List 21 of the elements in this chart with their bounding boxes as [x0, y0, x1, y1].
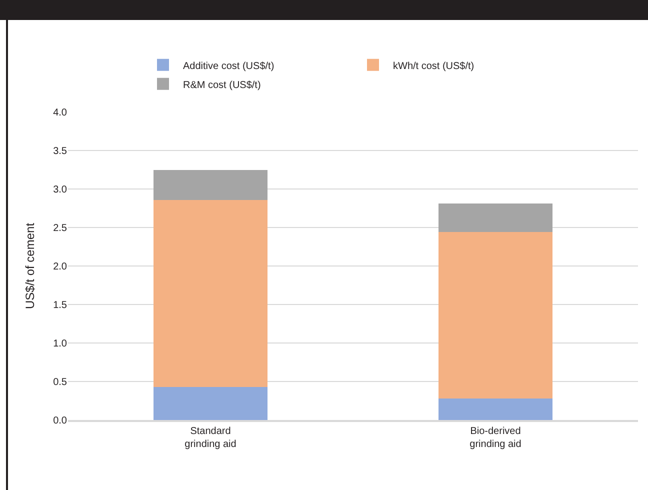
legend-label: kWh/t cost (US$/t) [393, 60, 474, 72]
y-tick-label: 0.5 [53, 377, 68, 388]
y-tick-label: 1.0 [53, 338, 68, 350]
bar [438, 398, 552, 420]
x-tick-label: Bio-derived grinding aid [470, 426, 522, 450]
y-tick-label: 4.0 [53, 108, 68, 118]
bar [438, 204, 552, 232]
y-tick-label: 3.5 [53, 146, 68, 157]
bar [154, 170, 268, 200]
bar [154, 386, 268, 420]
bar [154, 200, 268, 387]
y-tick-label: 3.0 [53, 184, 68, 196]
y-tick-label: 2.5 [53, 223, 68, 234]
x-tick-label: Standard grinding aid [184, 426, 236, 450]
legend-label: Additive cost (US$/t) [183, 60, 274, 72]
legend-label: R&M cost (US$/t) [183, 80, 261, 91]
y-axis-title: US$/t of cement [23, 222, 37, 310]
y-tick-label: 0.0 [53, 416, 68, 426]
y-tick-label: 2.0 [53, 262, 68, 272]
bar [438, 232, 552, 398]
y-tick-label: 1.5 [53, 300, 68, 311]
